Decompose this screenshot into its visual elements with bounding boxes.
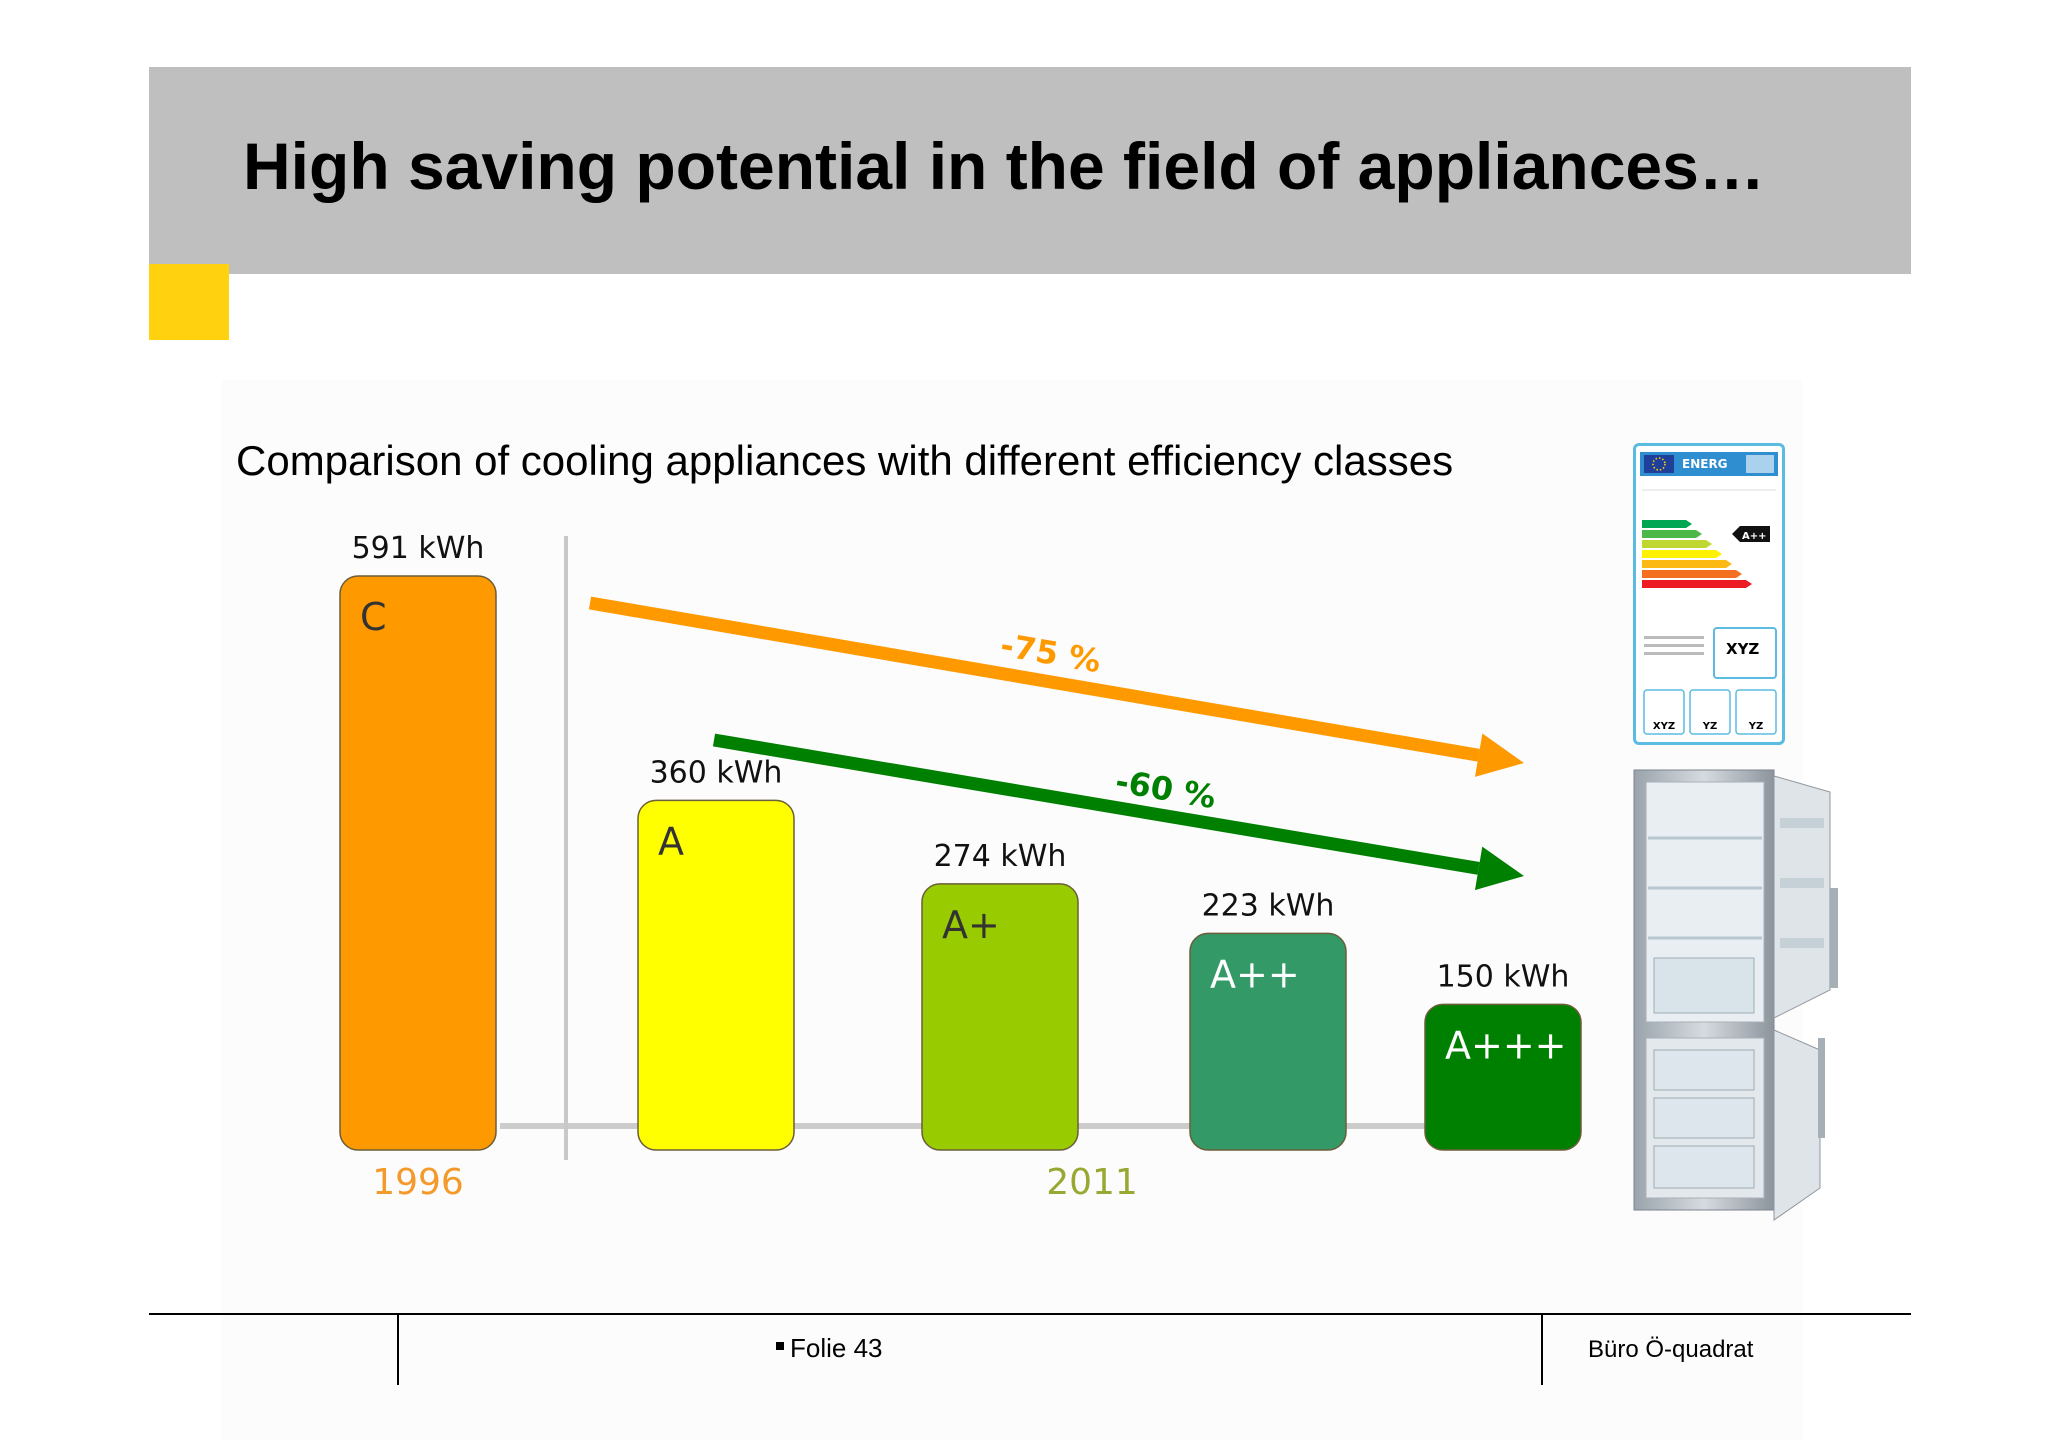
footer-organization: Büro Ö-quadrat: [1588, 1336, 1754, 1363]
bar-category-label: A+++: [1445, 1023, 1567, 1067]
bar-2: [637, 799, 795, 1151]
energy-class-arrow: [1642, 570, 1742, 578]
energy-label-header: ENERG: [1682, 457, 1728, 471]
energy-label-icon-text: YZ: [1702, 721, 1718, 732]
energy-class-arrow: [1642, 540, 1712, 548]
bar-value-label: 591 kWh: [352, 531, 485, 566]
footer-divider: [149, 1313, 1911, 1315]
year-label: 2011: [1046, 1162, 1138, 1203]
footer-separator-left: [397, 1313, 399, 1385]
energy-label-rating: A++: [1742, 531, 1767, 542]
energy-class-arrow: [1642, 580, 1752, 588]
bar-category-label: A++: [1210, 952, 1300, 996]
energy-label-icon-box: [1735, 689, 1777, 735]
rating-arrow-icon: [1732, 526, 1770, 542]
footer-separator-right: [1541, 1313, 1543, 1385]
freezer-door: [1773, 1029, 1821, 1221]
bar-1: [339, 575, 497, 1151]
eu-flag-icon: [1644, 455, 1674, 473]
bar-value-label: 360 kWh: [650, 755, 783, 790]
fridge-image: [1630, 768, 1845, 1228]
energy-class-arrow: [1642, 530, 1702, 538]
bar-4: [1189, 932, 1347, 1151]
energy-label-icon-box: [1643, 689, 1685, 735]
header-band: [149, 67, 1911, 274]
bar-category-label: A: [658, 819, 684, 863]
energy-label-icon-text: XYZ: [1653, 721, 1675, 732]
chart-subtitle: Comparison of cooling appliances with di…: [236, 437, 1454, 484]
arrow-75-shaft: [588, 596, 1480, 762]
bullet-icon: [776, 1342, 784, 1351]
energy-class-arrow: [1642, 550, 1722, 558]
year-label: 1996: [372, 1162, 464, 1203]
bar-5: [1424, 1003, 1582, 1151]
footer-slide-text: Folie 43: [790, 1333, 883, 1363]
bar-category-label: A+: [942, 903, 1000, 947]
energy-label-icon-text: YZ: [1748, 721, 1764, 732]
energy-label-icon-box: [1689, 689, 1731, 735]
energy-scale-arrows: [1642, 520, 1752, 588]
energy-label-icons: XYZ YZ YZ: [1643, 689, 1777, 735]
energy-class-arrow: [1642, 520, 1692, 528]
energy-class-arrow: [1642, 560, 1732, 568]
bar-value-label: 150 kWh: [1437, 959, 1570, 994]
energy-label-value: XYZ: [1726, 640, 1759, 658]
fridge-door: [1773, 775, 1831, 1019]
page-title: High saving potential in the field of ap…: [243, 129, 1765, 203]
arrow-60-head: [1474, 846, 1524, 891]
bar-value-label: 274 kWh: [934, 839, 1067, 874]
bar-3: [921, 883, 1079, 1151]
accent-square: [149, 264, 229, 340]
arrow-75-head: [1474, 733, 1524, 777]
arrow-60-shaft: [712, 733, 1480, 875]
bar-value-label: 223 kWh: [1202, 888, 1335, 923]
energy-label-image: ENERG A++ XYZ XYZ YZ YZ: [1633, 443, 1785, 745]
footer-slide-number: Folie 43: [776, 1333, 883, 1364]
bar-category-label: C: [360, 595, 387, 639]
